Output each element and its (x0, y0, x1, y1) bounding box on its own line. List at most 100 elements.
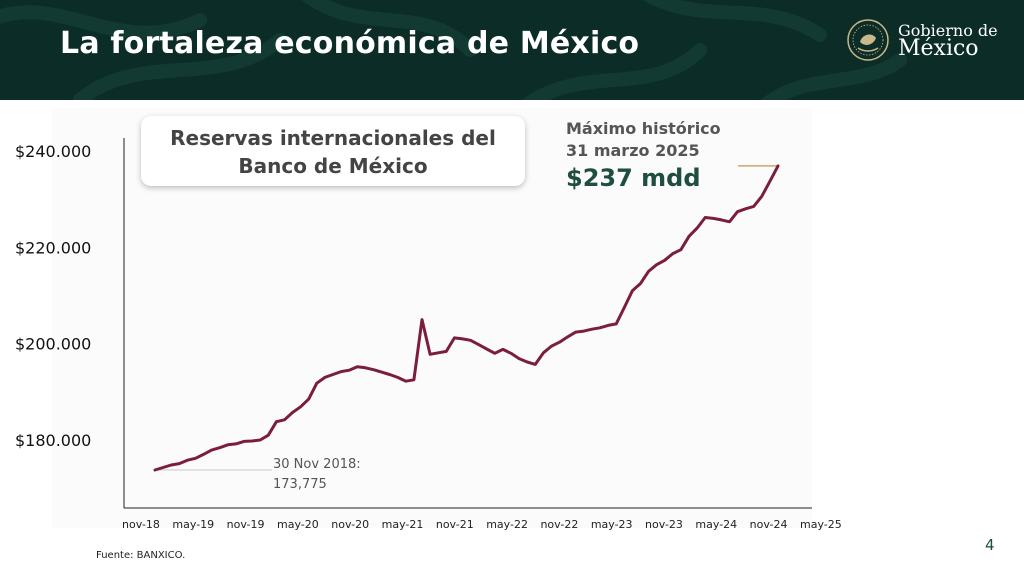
national-emblem-icon (847, 19, 889, 61)
x-tick-label: may-22 (486, 518, 528, 531)
data-point (744, 207, 747, 210)
data-point (461, 337, 464, 341)
data-point (364, 366, 367, 369)
page-title: La fortaleza económica de México (60, 26, 640, 61)
chart-title-callout: Reservas internacionales del Banco de Mé… (141, 116, 525, 186)
data-point (396, 376, 399, 379)
x-tick-label: nov-22 (540, 518, 578, 531)
data-point (687, 235, 691, 238)
reserves-series-line (153, 164, 780, 472)
data-point (380, 370, 383, 374)
data-point (445, 350, 448, 353)
data-point (250, 439, 254, 443)
data-point (275, 420, 278, 423)
data-point (534, 363, 537, 366)
data-point (299, 405, 302, 408)
data-point (517, 357, 521, 360)
data-point (347, 368, 351, 372)
data-point (315, 381, 319, 385)
data-point (404, 380, 408, 383)
data-point (283, 418, 286, 421)
data-point (768, 180, 772, 183)
chart-title-line1: Reservas internacionales del (170, 126, 496, 150)
data-point (647, 270, 650, 273)
data-point (153, 468, 157, 472)
data-point (453, 336, 456, 340)
data-point (169, 463, 173, 467)
data-point (420, 318, 424, 321)
data-point (728, 220, 731, 224)
chart-title-line2: Banco de México (238, 154, 428, 178)
data-point (525, 360, 529, 364)
data-point (703, 216, 707, 219)
data-point (339, 370, 343, 373)
data-point (469, 339, 472, 342)
start-annotation-date: 30 Nov 2018: (273, 457, 361, 472)
x-tick-label: may-21 (382, 518, 424, 531)
x-tick-label: may-19 (172, 518, 214, 531)
data-point (736, 210, 739, 213)
data-point (178, 462, 181, 465)
data-point (210, 448, 213, 452)
data-point (695, 226, 699, 230)
data-point (752, 205, 755, 208)
data-point (194, 457, 197, 460)
data-point (218, 446, 221, 449)
x-tick-label: nov-24 (750, 518, 788, 531)
page-number: 4 (985, 536, 995, 554)
data-point (663, 259, 666, 262)
data-point (501, 348, 505, 351)
y-axis: $180.000 $200.000 $220.000 $240.000 (15, 138, 125, 508)
data-point (388, 373, 391, 376)
data-point (590, 328, 594, 331)
data-point (671, 252, 675, 255)
data-point (542, 351, 545, 355)
data-point (307, 397, 310, 401)
logo-text-line1: Gobierno de (898, 21, 998, 40)
data-point (655, 263, 658, 266)
data-point (509, 352, 513, 355)
x-tick-label: may-23 (591, 518, 633, 531)
data-point (267, 433, 270, 437)
max-label-line1: Máximo histórico (566, 119, 721, 138)
data-point (242, 440, 246, 443)
y-tick-label: $200.000 (15, 335, 91, 354)
logo-text-line2: México (898, 36, 979, 61)
data-point (598, 326, 602, 329)
data-point (485, 347, 488, 351)
data-point (436, 351, 440, 355)
data-point (566, 335, 569, 339)
data-point (477, 343, 480, 346)
y-tick-label: $240.000 (15, 142, 91, 161)
x-tick-label: nov-19 (227, 518, 265, 531)
data-point (493, 352, 497, 355)
x-tick-label: nov-21 (436, 518, 474, 531)
x-tick-label: may-25 (800, 518, 842, 531)
data-point (606, 324, 610, 327)
data-point (356, 365, 359, 368)
start-annotation-value: 173,775 (273, 477, 327, 492)
max-label-line2: 31 marzo 2025 (566, 141, 700, 160)
max-annotation: Máximo histórico 31 marzo 2025 $237 mdd (566, 118, 721, 192)
data-point (639, 282, 642, 285)
data-point (323, 376, 327, 379)
decorative-pattern (0, 0, 907, 100)
data-point (614, 322, 618, 326)
y-tick-label: $220.000 (15, 238, 91, 257)
source-note: Fuente: BANXICO. (96, 550, 186, 561)
x-tick-label: nov-20 (331, 518, 369, 531)
data-point (372, 368, 375, 371)
data-point (202, 453, 205, 456)
max-value: $237 mdd (566, 164, 701, 192)
data-point (161, 466, 165, 469)
data-point (186, 459, 189, 462)
x-tick-label: may-24 (695, 518, 737, 531)
data-point (776, 164, 780, 168)
annotations: 30 Nov 2018: 173,775 (155, 165, 778, 492)
data-point (428, 353, 432, 356)
header-banner: La fortaleza económica de México Gobiern… (0, 0, 1024, 100)
data-point (331, 373, 335, 376)
data-point (550, 344, 553, 348)
x-tick-label: may-20 (277, 518, 319, 531)
x-tick-label: nov-23 (645, 518, 683, 531)
